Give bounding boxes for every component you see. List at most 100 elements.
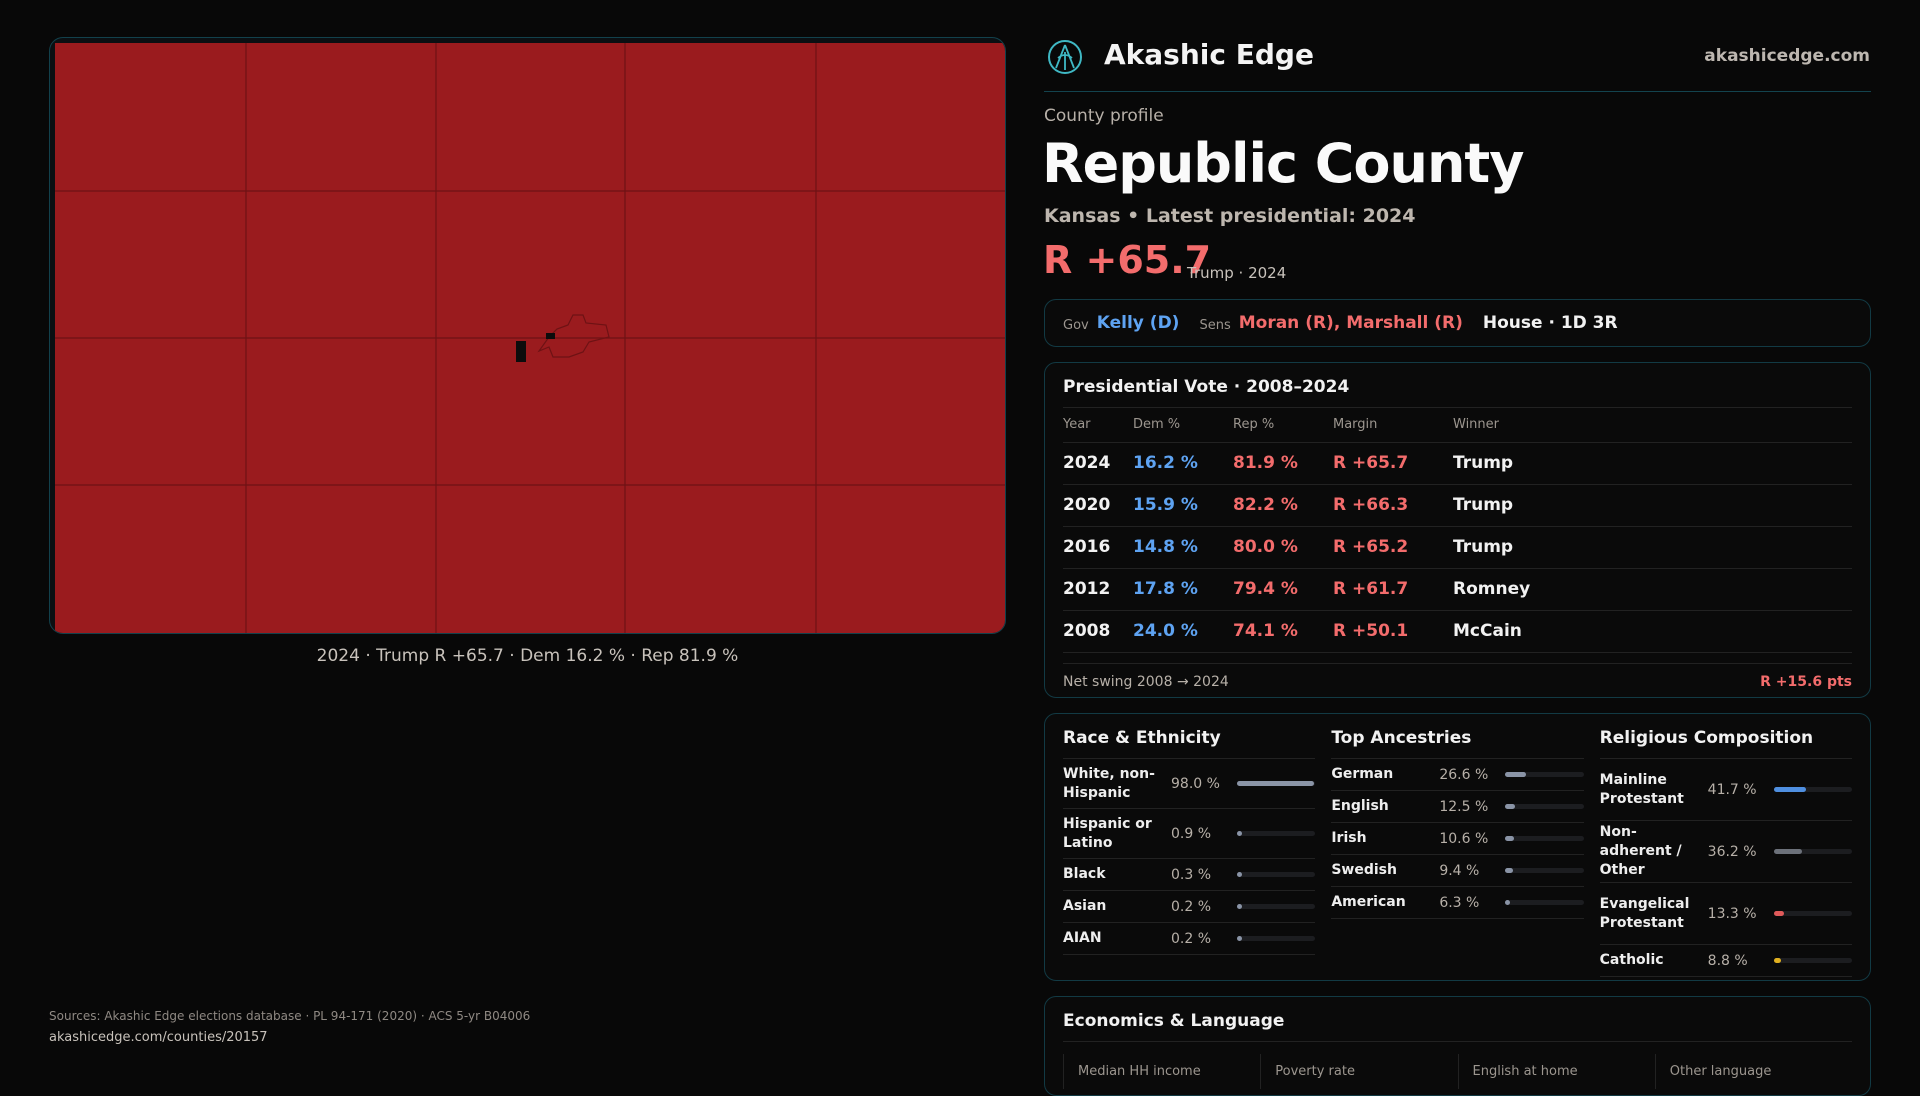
stat-value: 0.3 % — [1171, 866, 1212, 883]
table-cell: Trump — [1453, 484, 1852, 527]
county-map[interactable] — [49, 37, 1006, 634]
table-cell: R +65.7 — [1333, 442, 1453, 485]
stat-name: German — [1331, 766, 1394, 782]
table-cell: 17.8 % — [1133, 568, 1233, 611]
stat-bar — [1237, 936, 1316, 941]
stat-row: Evangelical Protestant 13.3 % — [1599, 883, 1852, 945]
stat-bar-fill — [1773, 849, 1802, 854]
column-header: Margin — [1333, 408, 1453, 443]
stat-name: Black — [1063, 866, 1106, 882]
table-row: 2008 24.0 % 74.1 % R +50.1 McCain — [1063, 610, 1852, 653]
township-boundaries — [55, 43, 1005, 633]
economics-card: Economics & Language Median HH income Pov… — [1044, 996, 1871, 1096]
stat-bar — [1237, 781, 1316, 786]
stat-value: 13.3 % — [1707, 905, 1757, 922]
card-title: Presidential Vote · 2008–2024 — [1063, 377, 1852, 408]
stat-name: American — [1331, 894, 1406, 910]
net-swing: Net swing 2008 → 2024 R +15.6 pts — [1063, 662, 1852, 690]
stat-row: Swedish 9.4 % — [1331, 855, 1584, 887]
stat-name: Asian — [1063, 898, 1107, 914]
stat-row: White, non-Hispanic 98.0 % — [1063, 759, 1316, 809]
brand-name: Akashic Edge — [1104, 38, 1314, 71]
stat-name: Evangelical Protestant — [1599, 895, 1690, 931]
senators: Moran (R), Marshall (R) — [1238, 313, 1463, 333]
stat-name: White, non-Hispanic — [1063, 765, 1155, 801]
stat-value: 0.9 % — [1171, 825, 1212, 842]
stat-row: German 26.6 % — [1331, 759, 1584, 791]
stat-bar — [1505, 868, 1584, 873]
table-cell: McCain — [1453, 610, 1852, 653]
stat-bar — [1237, 904, 1316, 909]
section-title: Race & Ethnicity — [1063, 728, 1316, 759]
stat-name: Hispanic or Latino — [1063, 815, 1152, 851]
table-cell: 15.9 % — [1133, 484, 1233, 527]
stat-bar-fill — [1505, 804, 1516, 809]
stat-row: Black 0.3 % — [1063, 859, 1316, 891]
sources-text: Sources: Akashic Edge elections database… — [49, 1009, 531, 1023]
stat-value: 10.6 % — [1439, 830, 1489, 847]
stat-bar — [1773, 787, 1852, 792]
stat-value: 8.8 % — [1707, 952, 1748, 969]
table-row: 2020 15.9 % 82.2 % R +66.3 Trump — [1063, 484, 1852, 527]
table-cell: 81.9 % — [1233, 442, 1333, 485]
stat-row: Asian 0.2 % — [1063, 891, 1316, 923]
stat-name: AIAN — [1063, 930, 1102, 946]
table-cell: 2024 — [1063, 442, 1133, 485]
stat-bar-fill — [1505, 772, 1527, 777]
table-cell: Romney — [1453, 568, 1852, 611]
table-cell: 2012 — [1063, 568, 1133, 611]
table-cell: 82.2 % — [1233, 484, 1333, 527]
stat-value: 41.7 % — [1707, 781, 1757, 798]
sens-label: Sens — [1199, 317, 1231, 333]
presidential-vote-card: Presidential Vote · 2008–2024 Year Dem % R… — [1044, 362, 1871, 698]
house-delegation: House · 1D 3R — [1482, 313, 1618, 333]
stat-bar — [1237, 872, 1316, 877]
stat-bar — [1505, 900, 1584, 905]
stat-row: Irish 10.6 % — [1331, 823, 1584, 855]
stat-value: 98.0 % — [1171, 775, 1220, 792]
stat-name: Swedish — [1331, 862, 1397, 878]
stat-value: 6.3 % — [1439, 894, 1480, 911]
gov-label: Gov — [1063, 317, 1089, 333]
stat-row: English 12.5 % — [1331, 791, 1584, 823]
column-header: Dem % — [1133, 408, 1233, 443]
table-cell: Trump — [1453, 526, 1852, 569]
economics-stat-label: English at home — [1457, 1054, 1655, 1089]
page-kicker: County profile — [1044, 106, 1164, 126]
stat-bar-fill — [1773, 787, 1807, 792]
header-divider — [1044, 91, 1871, 92]
table-cell: 2008 — [1063, 610, 1133, 653]
stat-bar — [1773, 849, 1852, 854]
presidential-table: Year Dem % Rep % Margin Winner 2024 16.2 % 81.… — [1063, 408, 1852, 653]
stat-bar — [1505, 804, 1584, 809]
stat-name: English — [1331, 798, 1389, 814]
page-title: Republic County — [1042, 132, 1524, 195]
table-cell: Trump — [1453, 442, 1852, 485]
section-title: Top Ancestries — [1331, 728, 1584, 759]
stat-name: Non-adherent / Other — [1599, 824, 1682, 878]
site-link[interactable]: akashicedge.com — [1704, 46, 1870, 66]
economics-stat-label: Poverty rate — [1260, 1054, 1457, 1089]
stat-name: Catholic — [1599, 952, 1664, 968]
table-row: 2016 14.8 % 80.0 % R +65.2 Trump — [1063, 526, 1852, 569]
table-cell: 14.8 % — [1133, 526, 1233, 569]
stat-bar-fill — [1237, 872, 1242, 877]
stat-value: 36.2 % — [1707, 843, 1757, 860]
card-title: Economics & Language — [1063, 1011, 1852, 1042]
governor: Kelly (D) — [1096, 313, 1180, 333]
stat-bar — [1773, 958, 1852, 963]
unincorporated-area — [516, 341, 526, 362]
table-cell: 79.4 % — [1233, 568, 1333, 611]
section-title: Religious Composition — [1599, 728, 1852, 759]
sources-url[interactable]: akashicedge.com/counties/20157 — [49, 1030, 268, 1045]
map-caption: 2024 · Trump R +65.7 · Dem 16.2 % · Rep … — [316, 646, 739, 666]
demographics-card: Race & Ethnicity White, non-Hispanic 98.0 … — [1044, 713, 1871, 981]
table-cell: 24.0 % — [1133, 610, 1233, 653]
column-header: Year — [1063, 408, 1133, 443]
county-map-svg — [55, 43, 1005, 633]
table-row: 2012 17.8 % 79.4 % R +61.7 Romney — [1063, 568, 1852, 611]
table-cell: R +50.1 — [1333, 610, 1453, 653]
stat-value: 26.6 % — [1439, 766, 1489, 783]
stat-row: Hispanic or Latino 0.9 % — [1063, 809, 1316, 859]
sources-footer: Sources: Akashic Edge elections database… — [49, 1006, 530, 1048]
